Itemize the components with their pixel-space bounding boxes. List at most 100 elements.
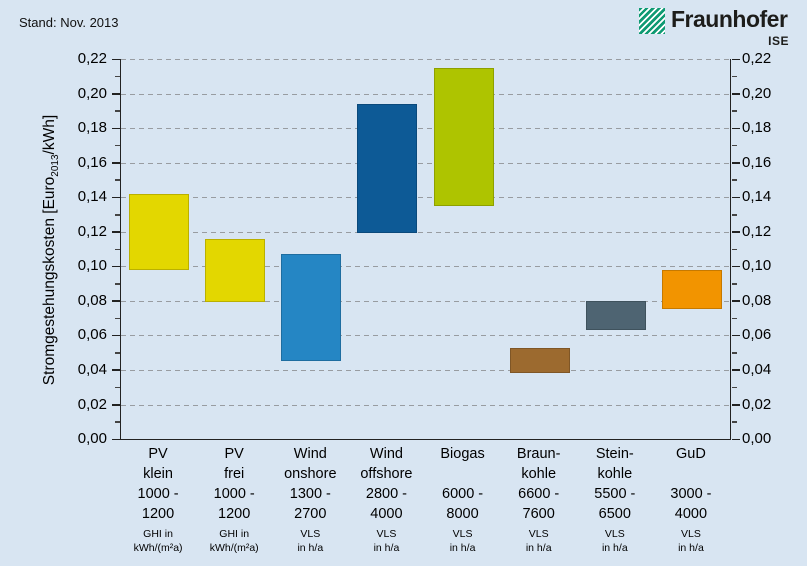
date-stamp: Stand: Nov. 2013 [19, 15, 119, 30]
x-label-line: 2800 - [365, 486, 407, 502]
x-label-line [653, 464, 729, 484]
ytick-label-left: 0,08 [77, 291, 107, 309]
ytick-label-left: 0,14 [77, 188, 107, 206]
gridline [121, 335, 730, 337]
x-label-line: 7600 [522, 506, 555, 522]
major-tick-right [731, 231, 740, 233]
major-tick-left [111, 127, 120, 130]
major-tick-left [111, 196, 120, 199]
x-label-gud: GuD 3000 - 4000 VLS in h/a [653, 444, 729, 555]
x-unit-block: GHI in kWh/(m²a) [120, 527, 196, 555]
minor-tick-right [731, 352, 737, 354]
x-label-steinkohle: Stein-kohle 5500 - 6500 VLS in h/a [577, 444, 653, 555]
minor-tick-right [731, 386, 737, 389]
x-unit-block: VLS in h/a [425, 527, 501, 555]
ytick-label-left: 0,16 [77, 153, 107, 171]
ytick-label-right: 0,22 [742, 50, 772, 67]
minor-tick-left [114, 75, 120, 78]
x-unit-block: VLS in h/a [348, 527, 424, 555]
x-unit-line: in h/a [449, 542, 476, 554]
x-label-line: GuD [676, 446, 706, 462]
x-label-biogas: Biogas 6000 - 8000 VLS in h/a [425, 444, 501, 555]
minor-tick-left [114, 144, 120, 147]
ytick-label-right: 0,14 [742, 188, 772, 206]
x-unit-block: VLS in h/a [577, 527, 653, 555]
major-tick-right [731, 196, 740, 199]
x-unit-block: VLS in h/a [272, 527, 348, 555]
gridline [121, 197, 730, 199]
x-label-line: 6500 [598, 506, 631, 522]
x-unit-line: in h/a [678, 542, 704, 554]
y-axis-title: Stromgestehungskosten [Euro2013/kWh] [41, 50, 61, 450]
major-tick-left [111, 231, 120, 233]
ytick-label-right: 0,04 [742, 360, 772, 378]
minor-tick-left [114, 110, 120, 112]
major-tick-left [111, 265, 120, 268]
ytick-label-right: 0,20 [742, 84, 772, 102]
x-axis-labels: PV klein 1000 - 1200 GHI in kWh/(m²a) PV frei 10… [120, 444, 729, 555]
x-label-line: 1300 - [289, 486, 331, 502]
major-tick-right [731, 438, 740, 440]
ytick-label-left: 0,10 [77, 257, 107, 275]
x-label-line: 1200 [141, 506, 175, 522]
x-unit-line: VLS [604, 528, 625, 540]
minor-tick-left [114, 386, 120, 389]
x-unit-block: GHI in kWh/(m²a) [196, 527, 272, 555]
ytick-label-right: 0,12 [742, 222, 772, 240]
minor-tick-right [731, 144, 737, 147]
ytick-label-left: 0,20 [77, 84, 107, 102]
gridline [121, 404, 730, 406]
gridline [121, 162, 730, 164]
x-unit-line: kWh/(m²a) [133, 542, 183, 554]
x-label-line: kohle [521, 466, 557, 482]
bar-steinkohle [585, 300, 646, 331]
ytick-label-left: 0,12 [77, 222, 107, 240]
x-unit-block: VLS in h/a [501, 527, 577, 555]
bar-wind-onshore [281, 254, 342, 362]
gridline [121, 266, 730, 268]
minor-tick-right [731, 110, 737, 112]
x-label-line: 4000 [674, 506, 708, 522]
x-unit-line: VLS [681, 528, 701, 540]
major-tick-right [731, 127, 740, 130]
ytick-label-right: 0,18 [742, 119, 772, 137]
ytick-label-left: 0,04 [77, 360, 107, 378]
x-label-line: 3000 - [670, 486, 712, 502]
minor-tick-right [731, 317, 737, 320]
x-label-line: 1200 [218, 506, 251, 522]
x-label-line: 1000 - [213, 486, 255, 502]
major-tick-right [731, 404, 740, 406]
ytick-label-right: 0,06 [742, 326, 772, 344]
x-label-line: 5500 - [594, 486, 636, 502]
x-label-line: 6600 - [518, 486, 560, 502]
x-label-pv-frei: PV frei 1000 - 1200 GHI in kWh/(m²a) [196, 444, 272, 555]
y-axis-title-pre: Stromgestehungskosten [Euro [41, 176, 58, 386]
x-label-line: Braun- [516, 446, 561, 462]
x-label-line: 4000 [370, 506, 403, 522]
minor-tick-left [114, 179, 120, 181]
x-unit-line: VLS [300, 528, 321, 540]
x-unit-line: in h/a [601, 542, 628, 554]
x-label-line: 8000 [446, 506, 479, 522]
minor-tick-left [114, 283, 120, 285]
x-unit-line: in h/a [373, 542, 400, 554]
x-label-line: onshore [284, 466, 337, 482]
x-label-line: 2700 [294, 506, 327, 522]
ytick-label-left: 0,00 [77, 430, 107, 447]
major-tick-right [731, 334, 740, 337]
ytick-label-left: 0,02 [77, 395, 107, 413]
x-label-pv-klein: PV klein 1000 - 1200 GHI in kWh/(m²a) [120, 444, 196, 555]
x-unit-line: VLS [452, 528, 473, 540]
bar-biogas [433, 67, 494, 206]
ytick-label-right: 0,02 [742, 395, 772, 413]
gridline [121, 300, 730, 302]
x-label-line: PV [148, 446, 168, 462]
major-tick-right [731, 162, 740, 164]
ytick-label-right: 0,08 [742, 291, 772, 309]
x-unit-line: VLS [528, 528, 549, 540]
x-label-line: klein [143, 466, 173, 482]
x-label-line: PV [224, 446, 244, 462]
minor-tick-right [731, 283, 737, 285]
minor-tick-left [114, 317, 120, 320]
major-tick-right [731, 58, 740, 60]
